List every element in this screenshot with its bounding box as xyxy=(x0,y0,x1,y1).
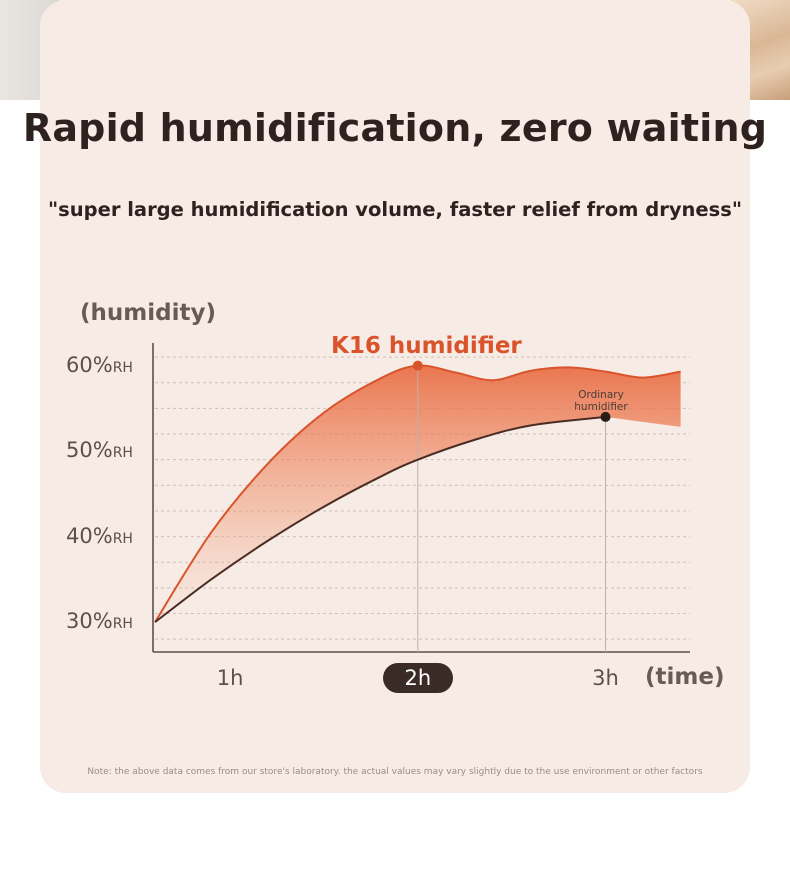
ordinary-series-line xyxy=(154,415,606,623)
y-axis-label: (humidity) xyxy=(80,300,216,326)
y-tick-label: 40%RH xyxy=(66,524,133,548)
y-tick-number: 30% xyxy=(66,609,113,634)
headline: Rapid humidification, zero waiting xyxy=(22,106,768,150)
y-tick-number: 40% xyxy=(66,523,113,548)
y-tick-label: 30%RH xyxy=(66,609,133,633)
footnote: Note: the above data comes from our stor… xyxy=(87,767,703,777)
k16-series-line xyxy=(154,364,681,623)
y-tick-unit: RH xyxy=(112,616,133,633)
k16-series-label: K16 humidifier xyxy=(331,333,522,359)
y-tick-unit: RH xyxy=(112,445,133,462)
y-tick-unit: RH xyxy=(112,530,133,547)
y-tick-number: 60% xyxy=(66,352,113,377)
x-tick-label: 3h xyxy=(592,666,619,690)
y-tick-unit: RH xyxy=(112,359,133,376)
y-tick-number: 50% xyxy=(66,438,113,463)
y-tick-label: 50%RH xyxy=(66,438,133,462)
x-axis-label: (time) xyxy=(645,664,725,690)
y-tick-label: 60%RH xyxy=(66,353,133,377)
ordinary-series-label: Ordinary humidifier xyxy=(574,389,628,413)
subtitle: "super large humidification volume, fast… xyxy=(47,198,743,221)
x-tick-label-highlighted: 2h xyxy=(382,663,453,693)
k16-marker-point xyxy=(412,360,423,371)
x-tick-label: 1h xyxy=(216,666,244,690)
ordinary-marker-point xyxy=(600,411,611,422)
